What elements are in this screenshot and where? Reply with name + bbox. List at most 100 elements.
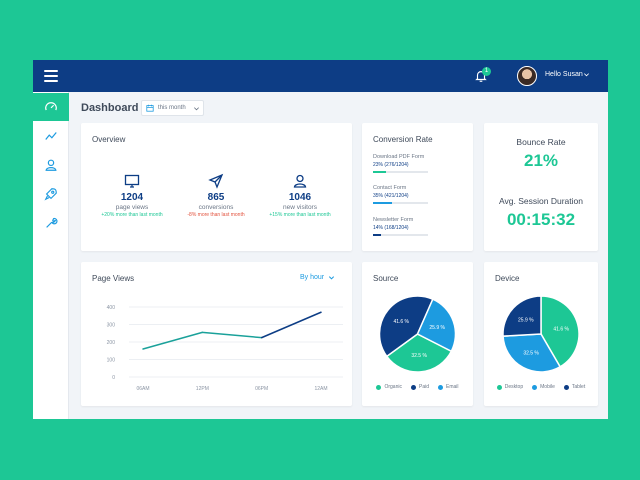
pie-slice (378, 295, 434, 358)
legend-item: Paid (410, 384, 429, 390)
menu-line (44, 80, 58, 82)
dashboard-app: 1 Hello Susan Dashboard this month Overv… (33, 60, 608, 419)
page-views-card: Page Views By hour 400 300 200 100 0 06AM 12PM… (81, 262, 352, 406)
legend-item: Email (438, 384, 459, 390)
menu-line (44, 70, 58, 72)
legend-item: Mobile (532, 384, 555, 390)
overview-value: 1046 (288, 192, 312, 203)
wrench-icon (46, 217, 58, 228)
pie-slice-label: 25.9 % (429, 325, 445, 331)
pie-slice (502, 333, 562, 373)
y-tick-label: 0 (112, 375, 115, 381)
progress-fill (373, 202, 393, 204)
nav-item-analytics[interactable] (33, 122, 69, 150)
overview-change: +15% more than last month (269, 212, 331, 218)
nav-item-users[interactable] (33, 151, 69, 179)
monitor-icon (124, 174, 140, 188)
overview-change: -8% more than last month (187, 212, 245, 218)
by-hour-dropdown[interactable]: By hour (300, 274, 335, 281)
x-tick-label: 12PM (196, 386, 209, 392)
session-duration-value: 00:15:32 (506, 210, 576, 229)
chart-line-icon (45, 132, 57, 140)
source-pie-chart: 32.5 % 41.6 % 25.9 % (378, 295, 457, 373)
overview-card: Overview 1204 page views +20% more than … (81, 123, 352, 251)
card-title: Source (373, 274, 399, 283)
legend-dot (532, 384, 538, 390)
legend-dot (376, 384, 382, 390)
conversion-rate-card: Conversion Rate Download PDF Form 23% (2… (362, 123, 473, 251)
chevron-down-icon[interactable] (583, 71, 590, 78)
source-legend: Organic Paid Email (362, 384, 473, 390)
gauge-icon (45, 102, 57, 111)
legend-item: Tablet (563, 384, 586, 390)
legend-label: Email (446, 384, 459, 390)
conversion-progress-bar (373, 234, 428, 236)
y-tick-label: 400 (107, 305, 116, 311)
legend-item: Desktop (496, 384, 524, 390)
chevron-down-icon (193, 106, 199, 110)
pie-slice-label: 32.5 % (411, 353, 427, 359)
conversion-name: Newsletter Form (373, 217, 414, 223)
overview-new-visitors: 1046 new visitors +15% more than last mo… (255, 173, 345, 218)
legend-label: Mobile (540, 384, 555, 390)
pie-slice-label: 25.9 % (518, 318, 534, 324)
y-tick-label: 200 (107, 340, 116, 346)
progress-fill (373, 234, 381, 236)
card-title: Conversion Rate (373, 135, 433, 144)
page-title: Dashboard (81, 102, 139, 114)
pie-slice-label: 32.5 % (523, 350, 539, 356)
overview-conversions: 865 conversions -8% more than last month (171, 173, 261, 218)
conversion-item: Newsletter Form 14% (168/1204) (373, 217, 463, 236)
legend-label: Tablet (571, 384, 586, 390)
series-line-segment (201, 331, 263, 339)
overview-change: +20% more than last month (101, 212, 163, 218)
legend-label: Desktop (504, 384, 524, 390)
overview-value: 1204 (120, 192, 144, 203)
legend-dot (410, 384, 416, 390)
bounce-rate-card: Bounce Rate 21% Avg. Session Duration 00… (484, 123, 598, 251)
x-tick-label: 06PM (255, 386, 268, 392)
conversion-item: Download PDF Form 23% (276/1204) (373, 154, 463, 173)
conversion-item: Contact Form 35% (421/1204) (373, 185, 463, 204)
hamburger-menu-button[interactable] (33, 60, 69, 92)
conversion-value: 23% (276/1204) (373, 162, 409, 168)
pie-slice-label: 41.6 % (553, 327, 569, 333)
progress-fill (373, 171, 386, 173)
sidebar (33, 60, 69, 419)
period-select[interactable]: this month (141, 100, 204, 116)
user-icon (45, 159, 57, 171)
card-title: Overview (92, 135, 126, 144)
bounce-rate-value: 21% (523, 151, 559, 170)
conversion-name: Contact Form (373, 185, 407, 191)
y-tick-label: 300 (107, 323, 116, 329)
conversion-progress-bar (373, 171, 428, 173)
nav-item-settings[interactable] (33, 209, 69, 237)
period-label: this month (158, 105, 186, 111)
notification-badge: 1 (482, 67, 491, 76)
send-icon (208, 173, 224, 189)
overview-value: 865 (207, 192, 225, 203)
nav-item-launch[interactable] (33, 180, 69, 208)
device-legend: Desktop Mobile Tablet (484, 384, 598, 390)
avatar[interactable] (517, 66, 537, 86)
x-tick-label: 06AM (136, 386, 149, 392)
source-card: Source 32.5 % 41.6 % 25.9 % Organic Paid Ema… (362, 262, 473, 406)
user-greeting[interactable]: Hello Susan (545, 71, 583, 78)
series-line-segment (142, 331, 204, 350)
conversion-value: 35% (421/1204) (373, 193, 409, 199)
card-title: Device (495, 274, 520, 283)
calendar-icon (146, 104, 154, 112)
nav-item-dashboard[interactable] (33, 93, 69, 121)
card-title: Page Views (92, 274, 135, 283)
conversion-name: Download PDF Form (373, 154, 425, 160)
rocket-icon (44, 188, 57, 201)
overview-page-views: 1204 page views +20% more than last mont… (87, 173, 177, 218)
pie-slice-label: 41.6 % (393, 319, 409, 325)
pie-slice (416, 298, 457, 353)
device-card: Device 41.6 % 32.5 % 25.9 % Desktop Mobile T… (484, 262, 598, 406)
menu-line (44, 75, 58, 77)
by-hour-label: By hour (300, 274, 325, 281)
series-line-segment (260, 311, 322, 339)
overview-label: new visitors (283, 204, 317, 211)
conversion-progress-bar (373, 202, 428, 204)
